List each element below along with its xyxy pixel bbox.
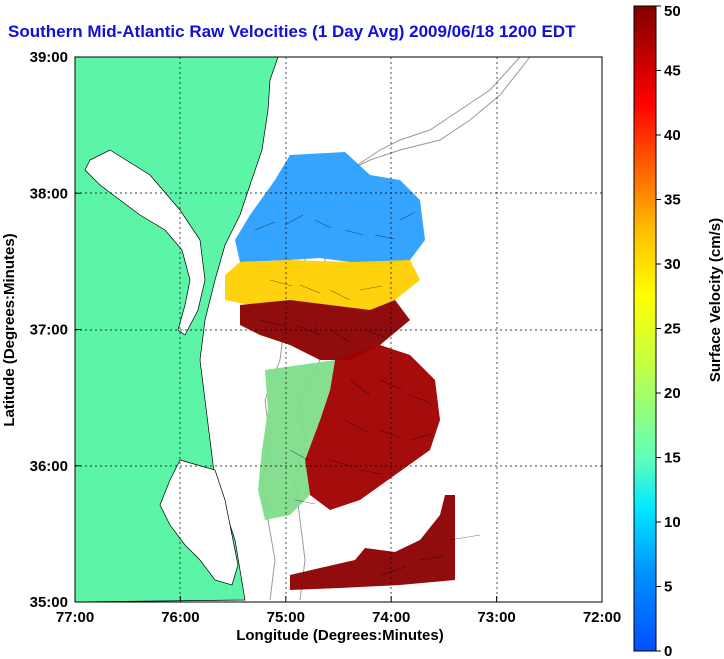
colorbar-tick-label: 15 bbox=[664, 450, 681, 467]
x-axis-ticks: 77:00 76:00 75:00 74:00 73:00 72:00 bbox=[56, 596, 621, 626]
colorbar-tick-label: 25 bbox=[664, 321, 681, 338]
colorbar bbox=[633, 5, 657, 652]
chesapeake-bay bbox=[84, 149, 206, 336]
velocity-arrows bbox=[254, 211, 481, 576]
x-tick-label: 75:00 bbox=[267, 609, 305, 626]
x-tick-label: 74:00 bbox=[372, 609, 410, 626]
grid bbox=[75, 57, 602, 602]
x-tick-label: 73:00 bbox=[477, 609, 515, 626]
y-tick-label: 38:00 bbox=[30, 185, 68, 202]
colorbar-tick-label: 20 bbox=[664, 385, 681, 402]
y-axis-label: Latitude (Degrees:Minutes) bbox=[1, 233, 18, 426]
velocity-region-southern bbox=[305, 345, 440, 510]
colorbar-tick-label: 5 bbox=[664, 579, 672, 596]
colorbar-tick-label: 45 bbox=[664, 63, 681, 80]
colorbar-tick-label: 10 bbox=[664, 514, 681, 531]
y-tick-label: 37:00 bbox=[30, 322, 68, 339]
velocity-region-transition bbox=[225, 260, 420, 310]
x-tick-label: 76:00 bbox=[161, 609, 199, 626]
x-tick-label: 77:00 bbox=[56, 609, 94, 626]
colorbar-label: Surface Velocity (cm/s) bbox=[707, 218, 724, 382]
velocity-region-coastal bbox=[258, 360, 335, 520]
y-tick-label: 36:00 bbox=[30, 458, 68, 475]
velocity-region-south-patch bbox=[290, 495, 455, 590]
colorbar-tick-label: 0 bbox=[664, 643, 672, 659]
y-tick-label: 35:00 bbox=[30, 594, 68, 611]
velocity-region-northern bbox=[235, 152, 425, 265]
colorbar-tick-label: 40 bbox=[664, 127, 681, 144]
chart-title: Southern Mid-Atlantic Raw Velocities (1 … bbox=[8, 22, 576, 41]
colorbar-ticks: 0 5 10 15 20 25 30 35 40 45 50 bbox=[656, 3, 681, 659]
y-axis-ticks: 35:00 36:00 37:00 38:00 39:00 bbox=[30, 49, 81, 611]
colorbar-tick-label: 35 bbox=[664, 192, 681, 209]
colorbar-tick-label: 50 bbox=[664, 3, 681, 20]
y-tick-label: 39:00 bbox=[30, 49, 68, 66]
x-tick-label: 72:00 bbox=[583, 609, 621, 626]
pamlico-sound bbox=[159, 459, 239, 586]
x-axis-label: Longitude (Degrees:Minutes) bbox=[236, 627, 444, 644]
colorbar-tick-label: 30 bbox=[664, 256, 681, 273]
